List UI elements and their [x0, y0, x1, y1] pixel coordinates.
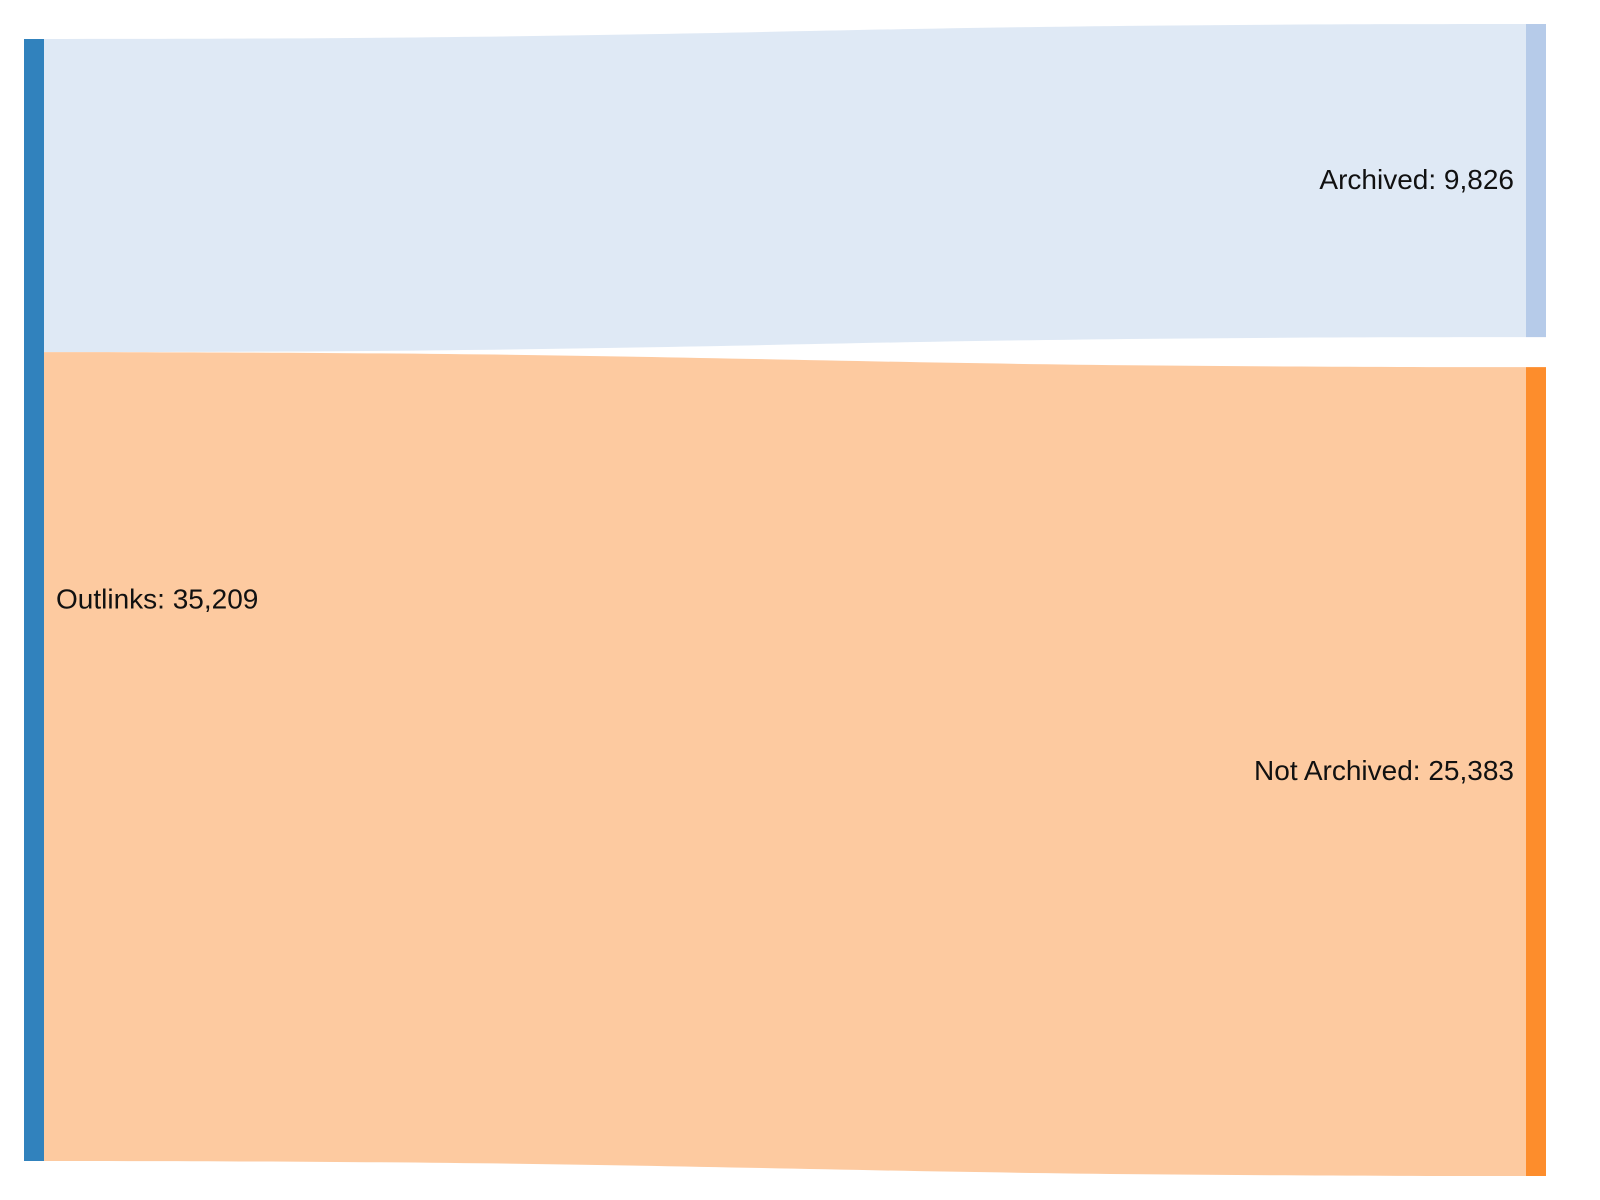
node-label-archived: Archived: 9,826 — [1319, 164, 1514, 195]
node-label-outlinks: Outlinks: 35,209 — [56, 583, 258, 614]
sankey-labels: Outlinks: 35,209 Archived: 9,826 Not Archi… — [56, 164, 1514, 786]
node-outlinks — [24, 39, 44, 1161]
node-not_archived — [1526, 367, 1546, 1177]
sankey-nodes — [24, 24, 1546, 1177]
node-label-not_archived: Not Archived: 25,383 — [1254, 755, 1514, 786]
sankey-links — [44, 24, 1526, 1177]
link-outlinks-to-not_archived — [44, 352, 1526, 1177]
node-archived — [1526, 24, 1546, 338]
link-outlinks-to-archived — [44, 24, 1526, 353]
